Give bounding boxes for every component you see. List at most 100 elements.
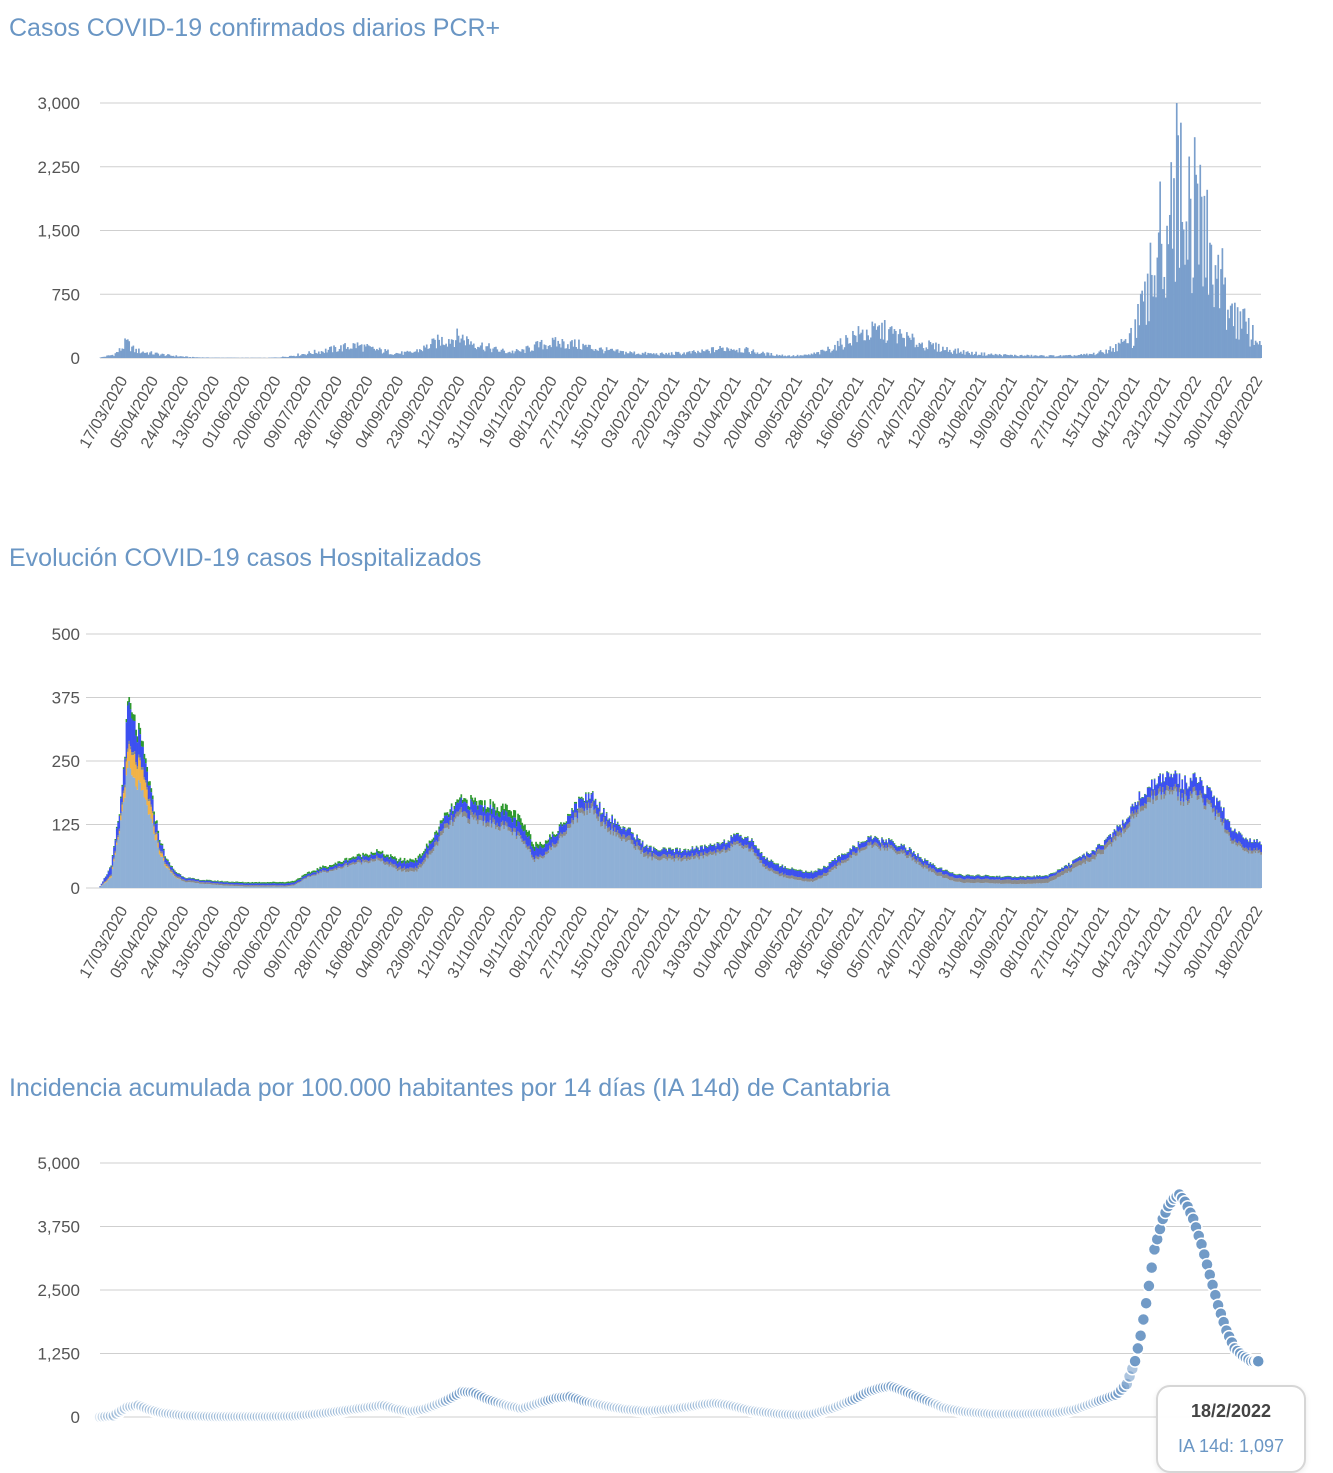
incidence-point — [1135, 1330, 1147, 1342]
chart-title-cases: Casos COVID-19 confirmados diarios PCR+ — [9, 14, 500, 43]
hospital-bar-segment — [1219, 801, 1221, 802]
hospital-bar-segment — [930, 862, 932, 863]
hospital-bar-segment — [163, 850, 165, 856]
hospital-bar-segment — [878, 840, 880, 841]
y-tick-label: 0 — [71, 879, 80, 898]
hospital-bar-segment — [1220, 807, 1222, 808]
hospital-bar-segment — [801, 870, 803, 871]
hospital-bar-segment — [167, 860, 169, 861]
incidence-point — [1132, 1342, 1144, 1354]
hospital-bar-segment — [687, 849, 689, 850]
hospital-bar-segment — [609, 818, 611, 819]
hospital-bar-segment — [948, 871, 950, 872]
incidence-point-highlight — [1252, 1355, 1264, 1367]
y-tick-label: 0 — [71, 349, 80, 368]
hospital-bar-segment — [168, 862, 170, 863]
chart-hospitalized: 500375250125017/03/202005/04/202024/04/2… — [0, 590, 1333, 1060]
hospital-bar-segment — [1065, 865, 1067, 866]
hospital-bar-segment — [642, 841, 644, 842]
hospital-bar-segment — [1186, 783, 1188, 784]
hospital-bar-segment — [606, 812, 608, 813]
hospital-bar-segment — [740, 835, 742, 836]
hospital-bar-segment — [1175, 770, 1177, 771]
hospital-bar-segment — [1249, 838, 1251, 839]
hospital-bar-segment — [1234, 829, 1236, 830]
y-tick-label: 2,250 — [37, 158, 80, 177]
y-tick-label: 1,500 — [37, 222, 80, 241]
hospital-bar-segment — [805, 871, 807, 872]
hospital-bar-segment — [592, 792, 594, 801]
hospital-bar-segment — [1181, 779, 1183, 780]
hospital-bar-segment — [156, 823, 158, 832]
hospital-bar-segment — [549, 834, 551, 837]
hospital-bar-segment — [1202, 786, 1204, 787]
hospital-bar-segment — [582, 798, 584, 799]
hospital-bar-segment — [1235, 832, 1237, 833]
hospital-bar-segment — [811, 871, 813, 872]
hospital-bar-segment — [639, 839, 641, 840]
hospital-bar-segment — [924, 858, 926, 859]
hospital-bar-segment — [737, 833, 739, 834]
hospital-bar-segment — [714, 844, 716, 845]
y-tick-label: 125 — [52, 816, 80, 835]
hospital-bar-segment — [142, 741, 144, 747]
y-tick-label: 2,500 — [37, 1281, 80, 1300]
hospital-bar-segment — [159, 840, 161, 842]
hospital-bar-segment — [935, 867, 937, 868]
hospital-bar-segment — [400, 858, 402, 861]
hospital-bar-segment — [151, 788, 153, 792]
hospital-bar-segment — [766, 858, 768, 859]
hospital-bar-segment — [905, 848, 907, 849]
hospital-bar-segment — [718, 842, 720, 843]
hospital-bar-segment — [1260, 855, 1262, 888]
hospital-bar-segment — [560, 822, 562, 824]
hospital-bar-segment — [1194, 773, 1196, 774]
hospital-bar-segment — [849, 848, 851, 849]
hospital-bar-segment — [1086, 852, 1088, 853]
hospital-bar-segment — [134, 715, 136, 721]
hospital-bar-segment — [1144, 794, 1146, 795]
hospital-bar-segment — [130, 703, 132, 709]
chart-title-hospitalized: Evolución COVID-19 casos Hospitalizados — [9, 544, 481, 573]
hospital-bar-segment — [632, 833, 634, 834]
hospital-bar-segment — [1179, 774, 1181, 787]
hospital-bar-segment — [359, 855, 361, 857]
hospital-bar-segment — [1260, 845, 1262, 852]
hospital-bar-segment — [171, 866, 173, 867]
hospital-bar-segment — [876, 837, 878, 838]
incidence-point — [1129, 1355, 1141, 1367]
chart-tooltip: 18/2/2022 IA 14d: 1,097 — [1156, 1385, 1306, 1473]
hospital-bar-segment — [571, 808, 573, 810]
hospital-bar-segment — [932, 863, 934, 864]
hospital-bar-segment — [764, 856, 766, 857]
hospital-bar-segment — [1162, 774, 1164, 775]
hospital-bar-segment — [996, 876, 998, 877]
hospital-bar-segment — [217, 880, 219, 881]
hospital-bar-segment — [153, 812, 155, 815]
hospital-bar-segment — [163, 849, 165, 851]
tooltip-value: IA 14d: 1,097 — [1158, 1436, 1304, 1457]
hospital-bar-segment — [903, 844, 905, 845]
hospital-bar-segment — [784, 866, 786, 867]
hospital-bar-segment — [772, 861, 774, 862]
hospital-bar-segment — [1206, 785, 1208, 786]
hospital-bar-segment — [730, 835, 732, 836]
hospital-bar-segment — [755, 845, 757, 846]
hospital-bar-segment — [139, 728, 141, 734]
incidence-point — [1143, 1280, 1155, 1292]
hospital-bar-segment — [484, 800, 486, 805]
hospital-bar-segment — [704, 845, 706, 846]
chart-title-incidence: Incidencia acumulada por 100.000 habitan… — [9, 1074, 890, 1103]
hospital-bar-segment — [1195, 777, 1197, 778]
hospital-bar-segment — [858, 841, 860, 842]
hospital-bar-segment — [174, 870, 176, 871]
hospital-bar-segment — [941, 868, 943, 869]
hospital-bar-segment — [960, 874, 962, 875]
hospital-bar-segment — [1241, 835, 1243, 836]
hospital-bar-segment — [146, 767, 148, 772]
hospital-bar-segment — [701, 845, 703, 846]
hospital-bar-segment — [596, 805, 598, 806]
hospital-bar-segment — [152, 799, 154, 811]
hospital-bar-segment — [617, 822, 619, 823]
